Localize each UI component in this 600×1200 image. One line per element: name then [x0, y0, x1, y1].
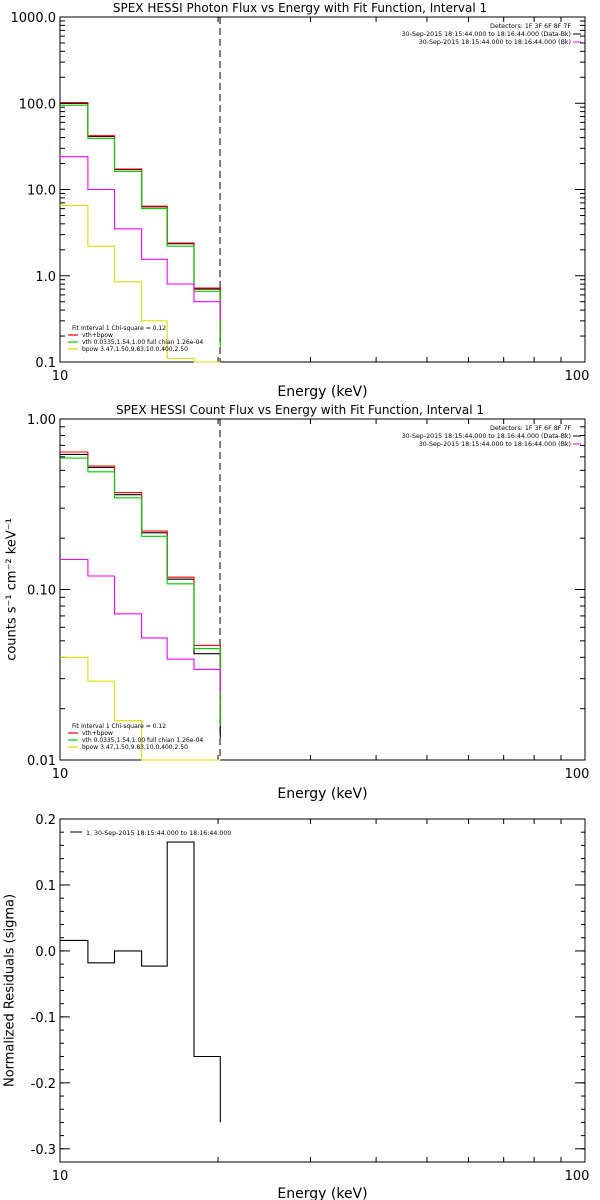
count-fit-legend-text: bpow 3.47,1.50,9.83,10.0,400,2.50: [82, 744, 188, 751]
photon-legend-text: Detectors: 1F 3F 6F 8F 7F: [490, 23, 571, 30]
resid-y-tick-label: 0.0: [35, 945, 56, 960]
resid-legend-text: 1. 30-Sep-2015 18:15:44.000 to 18:16:44.…: [86, 830, 231, 837]
count-y-tick-label: 0.01: [27, 754, 56, 769]
count-chart-title: SPEX HESSI Count Flux vs Energy with Fit…: [116, 403, 484, 417]
count-fit-legend-text: vth 0.0335,1.54,1.00 full chian 1.26e-04: [82, 737, 203, 744]
resid-y-tick-label: 0.2: [35, 813, 56, 828]
photon-x-tick-label: 10: [52, 369, 69, 384]
count-x-tick-label: 100: [565, 767, 590, 782]
photon-legend-text: 30-Sep-2015 18:15:44.000 to 18:16:44.000…: [419, 39, 571, 46]
count-y-tick-label: 0.10: [27, 584, 56, 599]
photon-y-tick-label: 1000.0: [11, 11, 57, 26]
photon-x-axis-label: Energy (keV): [277, 384, 367, 400]
photon-plot-frame: [59, 16, 586, 363]
count-series-bpow: [60, 656, 221, 761]
photon-y-tick-label: 0.1: [35, 356, 56, 371]
count-fit-legend-text: vth+bpow: [82, 730, 113, 737]
photon-series-bpow: [60, 205, 221, 363]
resid-series-data: [60, 841, 221, 1123]
count-legend-text: Detectors: 1F 3F 6F 8F 7F: [490, 425, 571, 432]
photon-chart-title: SPEX HESSI Photon Flux vs Energy with Fi…: [113, 1, 487, 15]
resid-x-tick-label: 100: [565, 1169, 590, 1184]
photon-series-vth: [60, 104, 221, 347]
resid-y-tick-label: -0.3: [31, 1143, 56, 1158]
count-plot-frame: [59, 418, 586, 761]
count-series-data: [60, 453, 221, 738]
photon-series-total: [60, 101, 221, 338]
photon-y-tick-label: 100.0: [19, 97, 56, 112]
count-legend-text: 30-Sep-2015 18:15:44.000 to 18:16:44.000…: [402, 433, 571, 440]
photon-fit-legend-text: bpow 3.47,1.50,9.83,10.0,400,2.50: [82, 346, 188, 353]
count-series-total: [60, 451, 221, 721]
count-series-background: [60, 558, 221, 693]
resid-y-tick-label: -0.1: [31, 1011, 56, 1026]
photon-fit-legend-text: vth+bpow: [82, 332, 113, 339]
photon-fit-legend-text: vth 0.0335,1.54,1.00 full chian 1.26e-04: [82, 339, 203, 346]
photon-fit-legend-text: Fit Interval 1 Chi-square = 0.12: [72, 325, 166, 332]
count-x-axis-label: Energy (keV): [277, 786, 367, 802]
photon-series-background: [60, 156, 221, 321]
photon-y-tick-label: 10.0: [27, 184, 56, 199]
resid-y-tick-label: 0.1: [35, 879, 56, 894]
photon-legend-text: 30-Sep-2015 18:15:44.000 to 18:16:44.000…: [402, 31, 571, 38]
resid-y-tick-label: -0.2: [31, 1077, 56, 1092]
count-legend-text: 30-Sep-2015 18:15:44.000 to 18:16:44.000…: [419, 441, 571, 448]
resid-x-axis-label: Energy (keV): [277, 1186, 367, 1200]
count-series-vth: [60, 457, 221, 726]
count-y-tick-label: 1.00: [27, 413, 56, 428]
photon-series-data: [60, 102, 221, 343]
resid-plot-frame: [59, 818, 586, 1163]
resid-y-axis-label: Normalized Residuals (sigma): [3, 894, 18, 1087]
count-x-tick-label: 10: [52, 767, 69, 782]
photon-x-tick-label: 100: [565, 369, 590, 384]
count-y-axis-label: counts s⁻¹ cm⁻² keV⁻¹: [5, 518, 20, 661]
photon-y-tick-label: 1.0: [35, 270, 56, 285]
count-fit-legend-text: Fit Interval 1 Chi-square = 0.12: [72, 723, 166, 730]
resid-x-tick-label: 10: [52, 1169, 69, 1184]
